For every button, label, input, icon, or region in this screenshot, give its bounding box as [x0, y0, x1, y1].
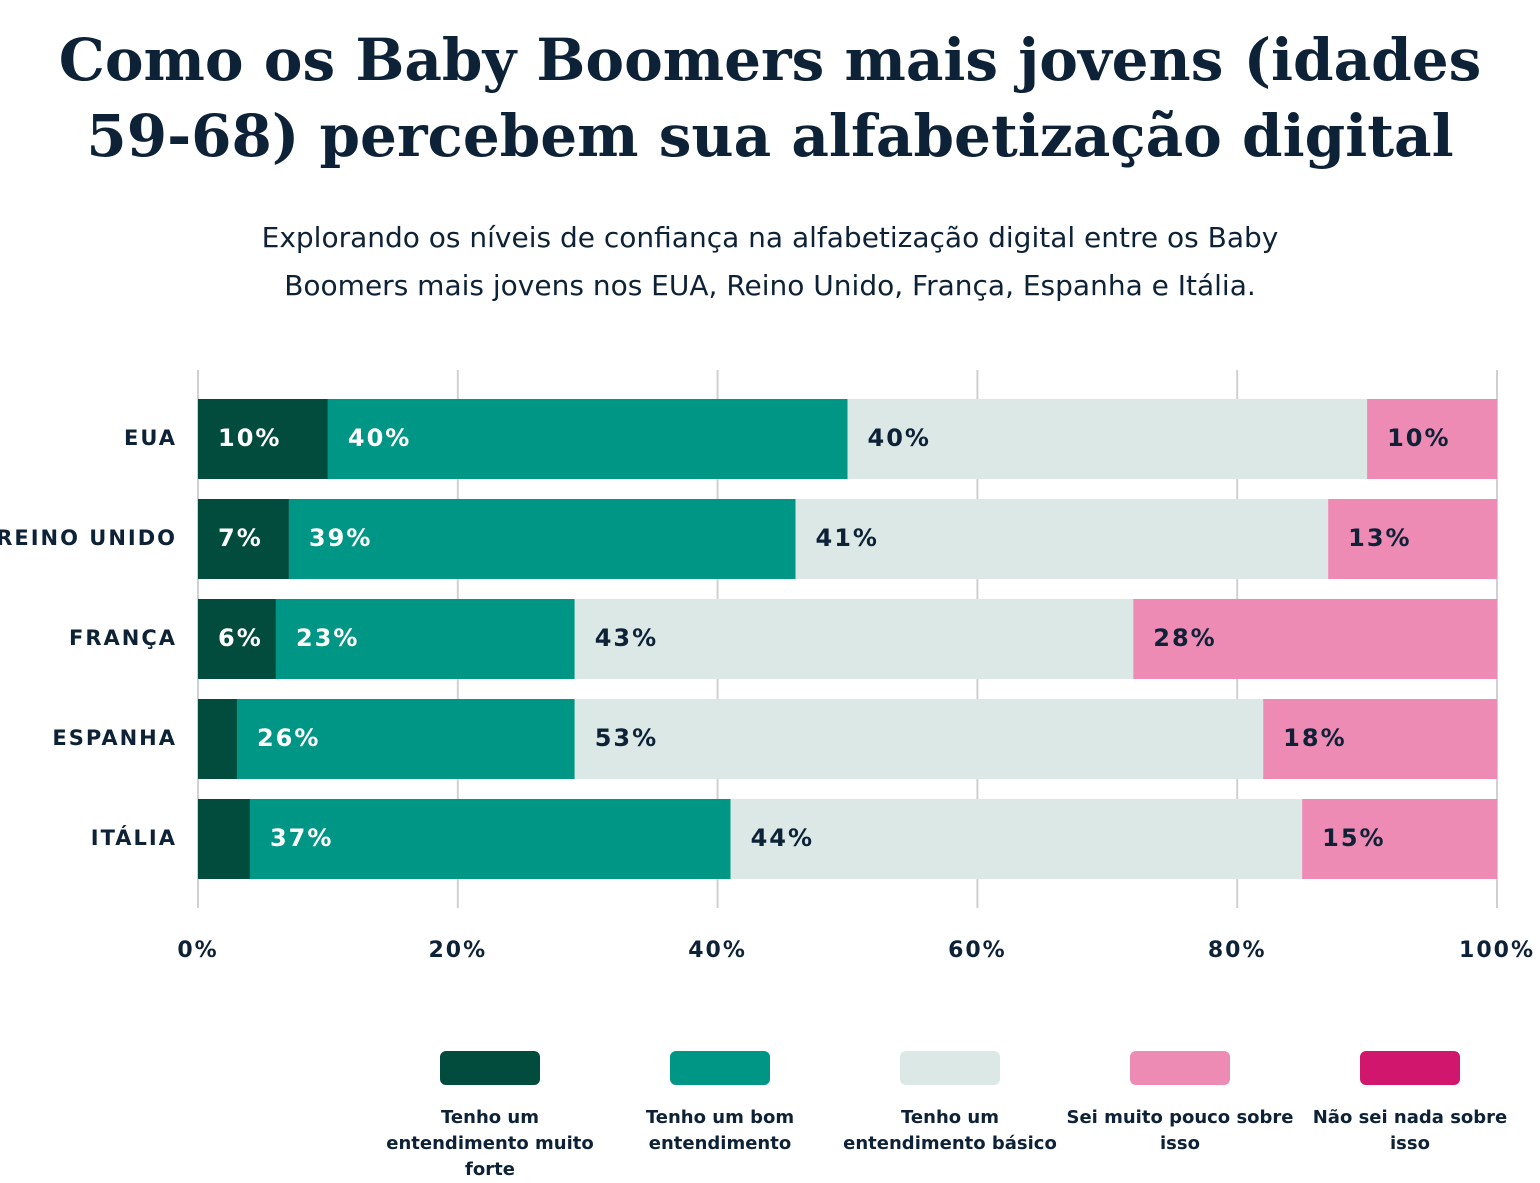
data-label: 40%	[868, 424, 931, 452]
x-tick-label: 80%	[1208, 938, 1267, 963]
bar-segment	[275, 599, 575, 679]
y-tick-label: EUA	[124, 426, 177, 450]
data-label: 10%	[1387, 424, 1450, 452]
data-label: 18%	[1283, 724, 1346, 752]
legend-label: Não sei nada sobre isso	[1312, 1107, 1508, 1154]
x-tick-label: 20%	[428, 938, 487, 963]
data-label: 28%	[1153, 624, 1216, 652]
data-label: 39%	[309, 524, 372, 552]
bar-segment	[198, 399, 328, 479]
x-tick-label: 40%	[688, 938, 747, 963]
legend-item: Tenho um entendimento muito forte	[365, 1051, 615, 1183]
bar-segment	[1133, 599, 1497, 679]
bar-segment	[198, 799, 250, 879]
bar-segment	[1263, 699, 1497, 779]
x-tick-label: 0%	[177, 938, 218, 963]
data-label: 23%	[296, 624, 359, 652]
legend-item: Tenho um entendimento básico	[825, 1051, 1075, 1157]
data-label: 6%	[218, 624, 263, 652]
bar-segment	[198, 599, 276, 679]
legend-swatch	[670, 1051, 770, 1085]
legend-label: Tenho um entendimento muito forte	[386, 1107, 594, 1180]
data-label: 10%	[218, 424, 281, 452]
bar-segment	[236, 699, 575, 779]
data-label: 7%	[218, 524, 263, 552]
legend-swatch	[440, 1051, 540, 1085]
bar-segment	[288, 499, 796, 579]
legend-item: Não sei nada sobre isso	[1285, 1051, 1535, 1157]
bar-segment	[1367, 399, 1497, 479]
y-tick-label: ESPANHA	[52, 726, 177, 750]
legend-label: Tenho um bom entendimento	[645, 1107, 795, 1154]
bar-segment	[1302, 799, 1497, 879]
legend-item: Tenho um bom entendimento	[595, 1051, 845, 1157]
data-label: 26%	[257, 724, 320, 752]
chart-subtitle: Explorando os níveis de confiança na alf…	[261, 221, 1279, 302]
chart-title: Como os Baby Boomers mais jovens (idades…	[58, 26, 1482, 170]
y-tick-label: ITÁLIA	[91, 825, 177, 850]
y-tick-label: FRANÇA	[69, 626, 177, 650]
data-label: 37%	[270, 824, 333, 852]
bar-segment	[795, 499, 1329, 579]
data-label: 13%	[1348, 524, 1411, 552]
legend-label: Tenho um entendimento básico	[843, 1107, 1057, 1154]
x-tick-label: 60%	[948, 938, 1007, 963]
legend-swatch	[1130, 1051, 1230, 1085]
bar-segment	[198, 699, 237, 779]
data-label: 43%	[595, 624, 658, 652]
x-tick-label: 100%	[1459, 938, 1535, 963]
data-label: 44%	[751, 824, 814, 852]
bar-segment	[847, 399, 1368, 479]
bar-segment	[1328, 499, 1497, 579]
legend-item: Sei muito pouco sobre isso	[1055, 1051, 1305, 1157]
legend-label: Sei muito pouco sobre isso	[1066, 1107, 1294, 1154]
y-tick-label: REINO UNIDO	[0, 526, 177, 550]
bar-segment	[327, 399, 848, 479]
bar-segment	[574, 599, 1134, 679]
bar-segment	[730, 799, 1303, 879]
data-label: 40%	[348, 424, 411, 452]
bar-segment	[574, 699, 1264, 779]
legend-swatch	[1360, 1051, 1460, 1085]
legend-swatch	[900, 1051, 1000, 1085]
data-label: 53%	[595, 724, 658, 752]
data-label: 41%	[816, 524, 879, 552]
data-label: 15%	[1322, 824, 1385, 852]
bar-segment	[198, 499, 289, 579]
bar-segment	[249, 799, 731, 879]
